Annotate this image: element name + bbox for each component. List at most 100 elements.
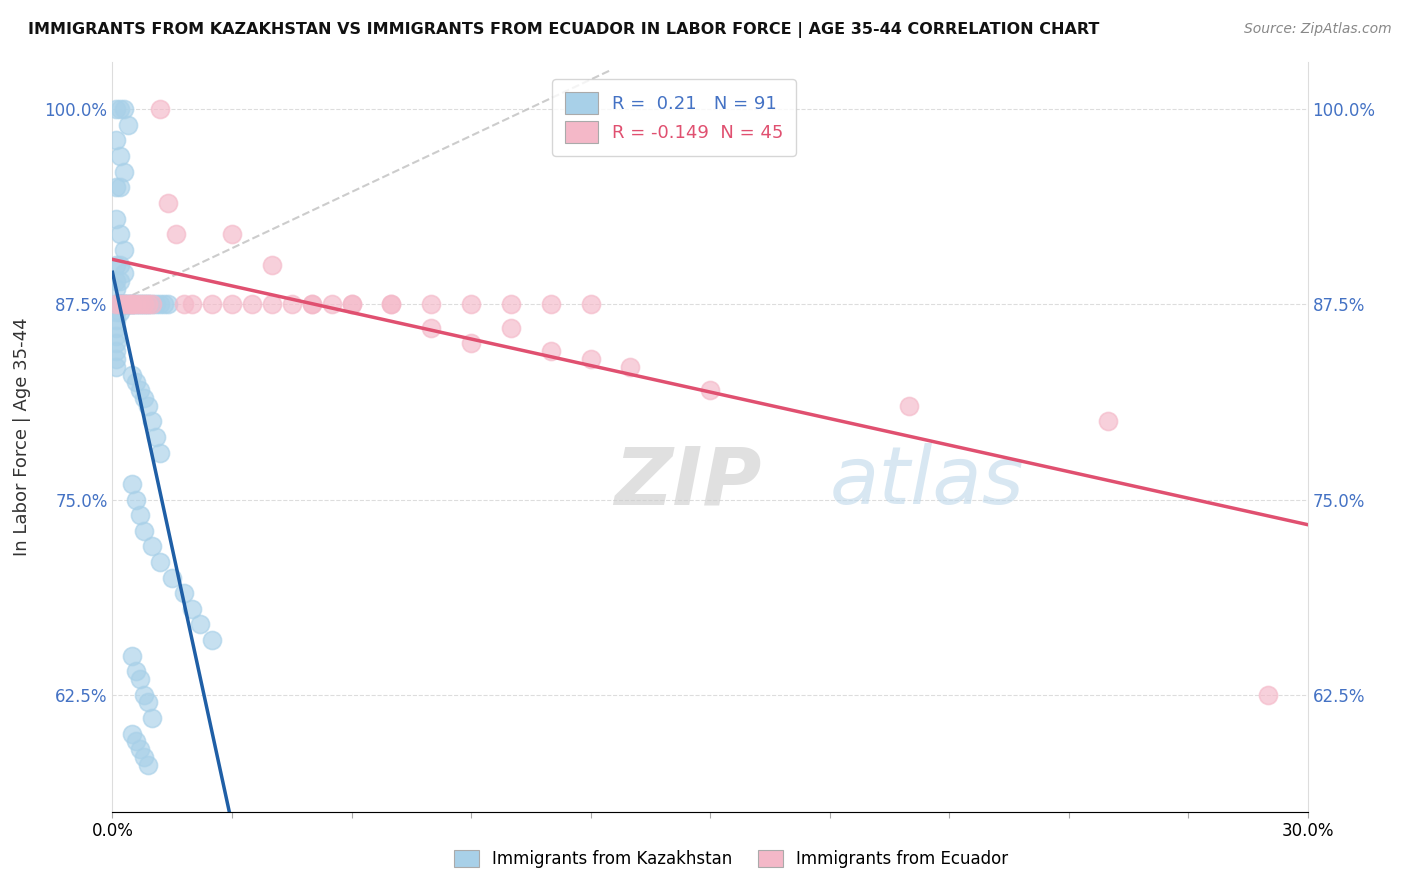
Point [125, 297, 148, 311]
Point [117, 297, 139, 311]
Point [110, 297, 132, 311]
Point [117, 118, 139, 132]
Point [898, 399, 921, 413]
Point [121, 297, 143, 311]
Point [121, 297, 143, 311]
Point [138, 696, 160, 710]
Point [1097, 414, 1119, 429]
Point [162, 571, 183, 585]
Point [134, 688, 156, 702]
Point [105, 102, 128, 116]
Point [110, 305, 132, 319]
Point [105, 274, 128, 288]
Point [110, 227, 132, 241]
Point [129, 672, 152, 686]
Text: IMMIGRANTS FROM KAZAKHSTAN VS IMMIGRANTS FROM ECUADOR IN LABOR FORCE | AGE 35-44: IMMIGRANTS FROM KAZAKHSTAN VS IMMIGRANTS… [28, 22, 1099, 38]
Point [149, 297, 172, 311]
Point [105, 305, 128, 319]
Point [125, 297, 148, 311]
Point [240, 297, 263, 311]
Point [114, 297, 135, 311]
Point [110, 297, 132, 311]
Point [540, 297, 562, 311]
Point [117, 297, 139, 311]
Point [149, 102, 172, 116]
Point [134, 524, 156, 538]
Point [579, 297, 602, 311]
Point [420, 297, 443, 311]
Point [201, 297, 224, 311]
Point [105, 359, 128, 374]
Point [138, 297, 160, 311]
Point [114, 297, 135, 311]
Point [145, 297, 167, 311]
Point [260, 258, 283, 272]
Point [157, 196, 180, 211]
Point [105, 282, 128, 296]
Point [188, 617, 211, 632]
Point [110, 297, 132, 311]
Point [165, 227, 187, 241]
Point [110, 297, 132, 311]
Legend: Immigrants from Kazakhstan, Immigrants from Ecuador: Immigrants from Kazakhstan, Immigrants f… [447, 843, 1015, 875]
Point [129, 297, 152, 311]
Point [340, 297, 363, 311]
Point [121, 648, 143, 663]
Point [138, 297, 160, 311]
Point [117, 297, 139, 311]
Point [181, 297, 204, 311]
Point [105, 328, 128, 343]
Point [181, 601, 204, 615]
Point [105, 344, 128, 359]
Point [153, 297, 176, 311]
Point [141, 297, 163, 311]
Point [141, 711, 163, 725]
Point [260, 297, 283, 311]
Point [420, 320, 443, 334]
Point [110, 149, 132, 163]
Point [114, 297, 135, 311]
Point [499, 297, 522, 311]
Point [110, 180, 132, 194]
Point [125, 376, 148, 390]
Point [110, 297, 132, 311]
Point [105, 297, 128, 311]
Point [134, 297, 156, 311]
Point [221, 297, 243, 311]
Point [125, 734, 148, 748]
Point [110, 297, 132, 311]
Point [129, 297, 152, 311]
Point [110, 297, 132, 311]
Y-axis label: In Labor Force | Age 35-44: In Labor Force | Age 35-44 [13, 318, 31, 557]
Point [221, 227, 243, 241]
Point [110, 102, 132, 116]
Point [460, 336, 482, 351]
Point [380, 297, 402, 311]
Point [105, 133, 128, 147]
Point [141, 540, 163, 554]
Point [138, 297, 160, 311]
Point [125, 492, 148, 507]
Text: atlas: atlas [830, 443, 1025, 521]
Point [173, 297, 195, 311]
Point [114, 243, 135, 257]
Point [105, 313, 128, 327]
Point [105, 297, 128, 311]
Point [145, 430, 167, 444]
Point [110, 297, 132, 311]
Point [301, 297, 323, 311]
Point [340, 297, 363, 311]
Point [129, 508, 152, 523]
Legend: R =  0.21   N = 91, R = -0.149  N = 45: R = 0.21 N = 91, R = -0.149 N = 45 [553, 79, 796, 155]
Point [281, 297, 304, 311]
Point [121, 368, 143, 382]
Point [157, 297, 180, 311]
Point [321, 297, 343, 311]
Point [129, 742, 152, 756]
Point [125, 297, 148, 311]
Point [141, 414, 163, 429]
Point [129, 384, 152, 398]
Point [129, 297, 152, 311]
Point [105, 180, 128, 194]
Point [110, 297, 132, 311]
